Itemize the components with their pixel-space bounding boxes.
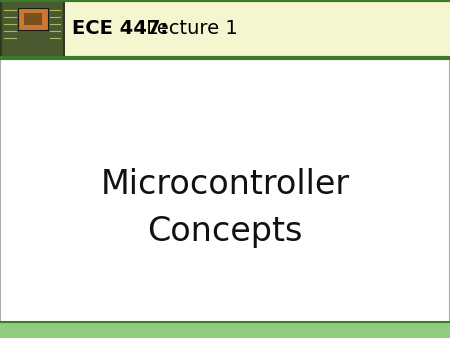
Text: Lecture 1: Lecture 1 <box>140 20 238 39</box>
Bar <box>18 8 48 30</box>
Text: Microcontroller: Microcontroller <box>100 169 350 201</box>
Bar <box>24 13 42 25</box>
Bar <box>0 322 450 338</box>
Bar <box>0 0 65 58</box>
Text: ECE 447:: ECE 447: <box>72 20 168 39</box>
Bar <box>2 2 63 56</box>
Bar <box>0 0 450 58</box>
Text: Concepts: Concepts <box>147 216 303 248</box>
